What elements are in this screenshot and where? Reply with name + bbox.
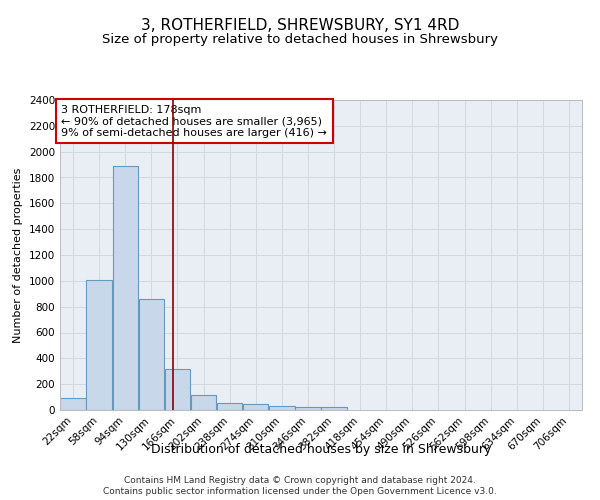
Bar [243,404,268,410]
Bar [113,166,138,410]
Y-axis label: Number of detached properties: Number of detached properties [13,168,23,342]
Text: Size of property relative to detached houses in Shrewsbury: Size of property relative to detached ho… [102,32,498,46]
Bar [217,403,242,410]
Text: 3 ROTHERFIELD: 178sqm
← 90% of detached houses are smaller (3,965)
9% of semi-de: 3 ROTHERFIELD: 178sqm ← 90% of detached … [61,104,328,138]
Text: Distribution of detached houses by size in Shrewsbury: Distribution of detached houses by size … [151,442,491,456]
Bar [191,395,216,410]
Bar [139,299,164,410]
Bar [61,398,86,410]
Text: Contains HM Land Registry data © Crown copyright and database right 2024.: Contains HM Land Registry data © Crown c… [124,476,476,485]
Text: Contains public sector information licensed under the Open Government Licence v3: Contains public sector information licen… [103,488,497,496]
Bar [295,408,320,410]
Bar [322,408,347,410]
Bar [165,368,190,410]
Bar [86,280,112,410]
Bar [269,406,295,410]
Text: 3, ROTHERFIELD, SHREWSBURY, SY1 4RD: 3, ROTHERFIELD, SHREWSBURY, SY1 4RD [141,18,459,32]
